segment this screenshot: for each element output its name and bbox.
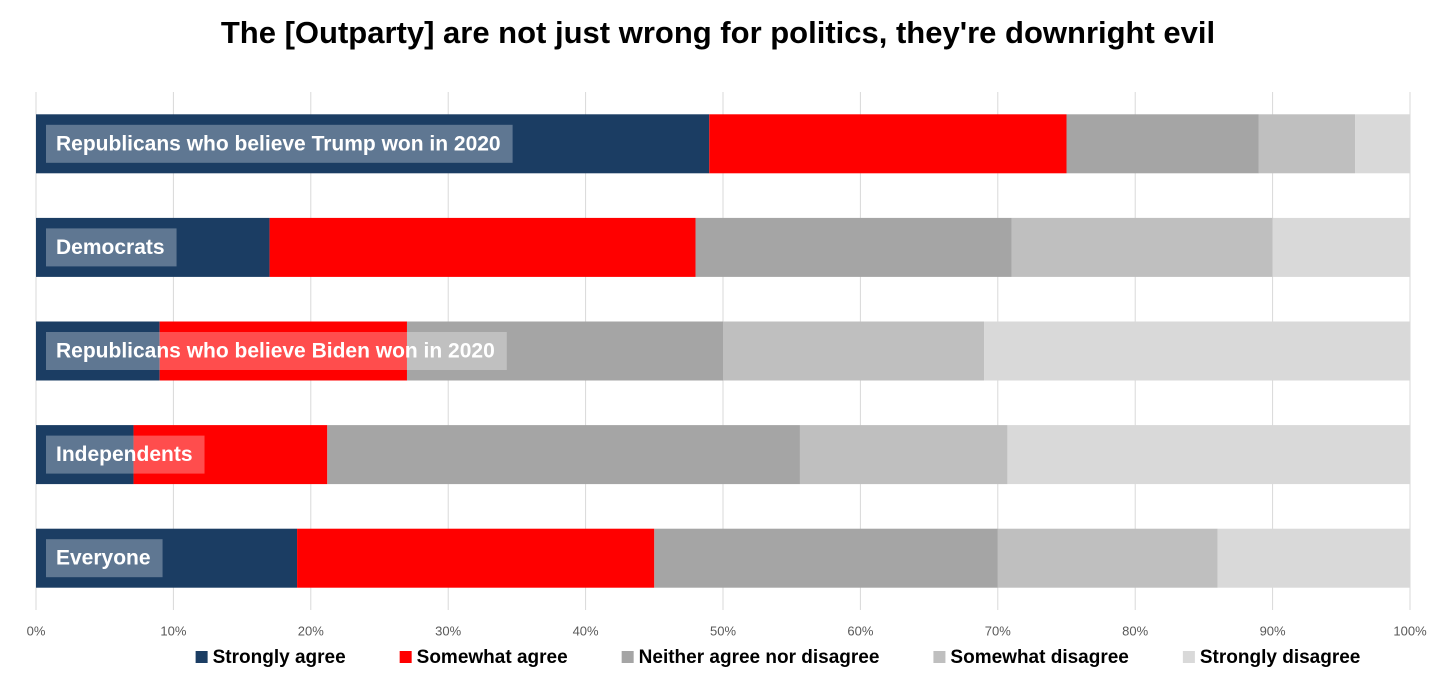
category-label: Republicans who believe Trump won in 202… — [56, 132, 501, 155]
legend-swatch — [933, 651, 946, 663]
x-tick-label: 80% — [1122, 623, 1148, 638]
bar-segment — [723, 321, 985, 381]
x-tick-label: 100% — [1393, 623, 1427, 638]
x-tick-label: 10% — [160, 623, 186, 638]
category-label-box — [46, 539, 163, 578]
legend-label: Strongly disagree — [1200, 647, 1361, 668]
category-label-box — [46, 124, 513, 163]
x-tick-label: 90% — [1260, 623, 1286, 638]
bar-segment — [327, 425, 800, 485]
bar-segment — [695, 217, 1012, 277]
bar-segment — [36, 217, 270, 277]
legend-swatch — [399, 651, 412, 663]
bar-segment — [984, 321, 1410, 381]
bar-segment — [159, 321, 407, 381]
x-tick-label: 20% — [298, 623, 324, 638]
bar-segment — [1272, 217, 1410, 277]
bar-segment — [406, 321, 723, 381]
legend-label: Somewhat disagree — [950, 647, 1128, 668]
category-label-box — [46, 228, 177, 267]
bar-segment — [36, 528, 298, 588]
legend-swatch — [195, 651, 208, 663]
legend: Strongly agree Somewhat agree Neither agre… — [195, 647, 1361, 668]
bar-segment — [36, 425, 134, 485]
legend-swatch — [1182, 651, 1195, 663]
bar-segment — [1011, 217, 1273, 277]
bar-segment — [133, 425, 328, 485]
bar-segment — [1217, 528, 1410, 588]
legend-swatch — [621, 651, 634, 663]
x-tick-label: 60% — [847, 623, 873, 638]
bar-segment — [36, 321, 160, 381]
bar-segment — [269, 217, 696, 277]
category-label: Everyone — [56, 547, 151, 570]
x-tick-label: 0% — [27, 623, 46, 638]
category-label: Democrats — [56, 236, 165, 259]
legend-label: Somewhat agree — [417, 647, 568, 668]
category-label-box — [46, 332, 507, 370]
category-label-box — [46, 435, 205, 474]
x-tick-label: 50% — [710, 623, 736, 638]
legend-label: Neither agree nor disagree — [639, 647, 880, 668]
x-tick-label: 40% — [573, 623, 599, 638]
bar-segment — [1007, 425, 1410, 485]
bar-segment — [654, 528, 998, 588]
bar-segment — [36, 114, 710, 174]
category-label: Independents — [56, 443, 193, 466]
bar-segment — [1258, 114, 1356, 174]
chart-title: The [Outparty] are not just wrong for po… — [221, 15, 1215, 50]
bar-segment — [1066, 114, 1259, 174]
legend-label: Strongly agree — [213, 647, 346, 668]
bar-segment — [997, 528, 1218, 588]
x-tick-label: 70% — [985, 623, 1011, 638]
bar-segment — [297, 528, 655, 588]
bar-segment — [709, 114, 1067, 174]
x-tick-label: 30% — [435, 623, 461, 638]
bar-segment — [799, 425, 1008, 485]
bar-segment — [1355, 114, 1410, 174]
category-label: Republicans who believe Biden won in 202… — [56, 340, 495, 363]
